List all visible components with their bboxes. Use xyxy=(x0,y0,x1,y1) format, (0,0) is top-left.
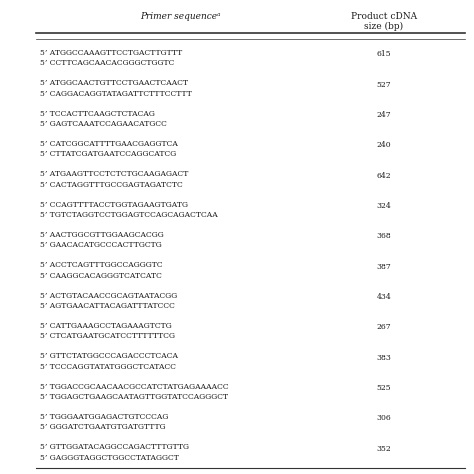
Text: 5’ GTTGGATACAGGCCAGACTTTGTTG: 5’ GTTGGATACAGGCCAGACTTTGTTG xyxy=(40,444,189,451)
Text: 5’ CCTTCAGCAACACGGGCTGGTC: 5’ CCTTCAGCAACACGGGCTGGTC xyxy=(40,59,174,67)
Text: 5’ CTCATGAATGCATCCTTTTTTCG: 5’ CTCATGAATGCATCCTTTTTTCG xyxy=(40,332,175,340)
Text: 5’ AACTGGCGTTGGAAGCACGG: 5’ AACTGGCGTTGGAAGCACGG xyxy=(40,231,164,239)
Text: 5’ ATGAAGTTCCTCTCTGCAAGAGACT: 5’ ATGAAGTTCCTCTCTGCAAGAGACT xyxy=(40,171,189,178)
Text: 5’ TGGAGCTGAAGCAATAGTTGGTATCCAGGGCT: 5’ TGGAGCTGAAGCAATAGTTGGTATCCAGGGCT xyxy=(40,393,228,401)
Text: 5’ CAGGACAGGTATAGATTCTTTCCTTT: 5’ CAGGACAGGTATAGATTCTTTCCTTT xyxy=(40,90,192,98)
Text: 247: 247 xyxy=(377,111,391,119)
Text: 5’ AGTGAACATTACAGATTTATCCC: 5’ AGTGAACATTACAGATTTATCCC xyxy=(40,302,175,310)
Text: 352: 352 xyxy=(376,445,392,453)
Text: 434: 434 xyxy=(376,293,392,301)
Text: 5’ CAAGGCACAGGGTCATCATC: 5’ CAAGGCACAGGGTCATCATC xyxy=(40,272,162,280)
Text: 5’ CCAGTTTTACCTGGTAGAAGTGATG: 5’ CCAGTTTTACCTGGTAGAAGTGATG xyxy=(40,201,188,209)
Text: 5’ ACTGTACAACCGCAGTAATACGG: 5’ ACTGTACAACCGCAGTAATACGG xyxy=(40,292,178,300)
Text: 306: 306 xyxy=(376,414,392,422)
Text: 527: 527 xyxy=(377,81,391,89)
Text: 525: 525 xyxy=(377,384,391,392)
Text: 5’ ATGGCAACTGTTCCTGAACTCAACT: 5’ ATGGCAACTGTTCCTGAACTCAACT xyxy=(40,80,189,87)
Text: 5’ GAGGGTAGGCTGGCCTATAGGCT: 5’ GAGGGTAGGCTGGCCTATAGGCT xyxy=(40,454,179,462)
Text: 5’ TGGACCGCAACAACGCCATCTATGAGAAAACC: 5’ TGGACCGCAACAACGCCATCTATGAGAAAACC xyxy=(40,383,229,391)
Text: 5’ GTTCTATGGCCCAGACCCTCACA: 5’ GTTCTATGGCCCAGACCCTCACA xyxy=(40,353,178,360)
Text: 5’ GAACACATGCCCACTTGCTG: 5’ GAACACATGCCCACTTGCTG xyxy=(40,241,162,249)
Text: 368: 368 xyxy=(376,232,392,240)
Text: 5’ GAGTCAAATCCAGAACATGCC: 5’ GAGTCAAATCCAGAACATGCC xyxy=(40,120,167,128)
Text: Primer sequenceᵃ: Primer sequenceᵃ xyxy=(140,12,220,21)
Text: 267: 267 xyxy=(377,323,391,331)
Text: 5’ CATCGGCATTTTGAACGAGGTCA: 5’ CATCGGCATTTTGAACGAGGTCA xyxy=(40,140,178,148)
Text: 5’ ACCTCAGTTTGGCCAGGGTC: 5’ ACCTCAGTTTGGCCAGGGTC xyxy=(40,262,163,269)
Text: 387: 387 xyxy=(376,263,392,271)
Text: 5’ GGGATCTGAATGTGATGTTTG: 5’ GGGATCTGAATGTGATGTTTG xyxy=(40,423,166,431)
Text: 615: 615 xyxy=(377,50,391,58)
Text: Product cDNA
size (bp): Product cDNA size (bp) xyxy=(351,12,417,31)
Text: 5’ ATGGCCAAAGTTCCTGACTTGTTT: 5’ ATGGCCAAAGTTCCTGACTTGTTT xyxy=(40,49,182,57)
Text: 5’ TGGGAATGGAGACTGTCCCAG: 5’ TGGGAATGGAGACTGTCCCAG xyxy=(40,413,169,421)
Text: 5’ CATTGAAAGCCTAGAAAGTCTG: 5’ CATTGAAAGCCTAGAAAGTCTG xyxy=(40,322,172,330)
Text: 5’ CTTATCGATGAATCCAGGCATCG: 5’ CTTATCGATGAATCCAGGCATCG xyxy=(40,150,176,158)
Text: 5’ TCCCAGGTATATGGGCTCATACC: 5’ TCCCAGGTATATGGGCTCATACC xyxy=(40,363,176,371)
Text: 5’ TCCACTTCAAGCTCTACAG: 5’ TCCACTTCAAGCTCTACAG xyxy=(40,110,155,118)
Text: 324: 324 xyxy=(376,202,392,210)
Text: 240: 240 xyxy=(377,141,391,149)
Text: 5’ CACTAGGTTTGCCGAGTAGATCTC: 5’ CACTAGGTTTGCCGAGTAGATCTC xyxy=(40,181,183,189)
Text: 383: 383 xyxy=(376,354,392,362)
Text: 5’ TGTCTAGGTCCTGGAGTCCAGCAGACTCAA: 5’ TGTCTAGGTCCTGGAGTCCAGCAGACTCAA xyxy=(40,211,218,219)
Text: 642: 642 xyxy=(377,172,391,180)
